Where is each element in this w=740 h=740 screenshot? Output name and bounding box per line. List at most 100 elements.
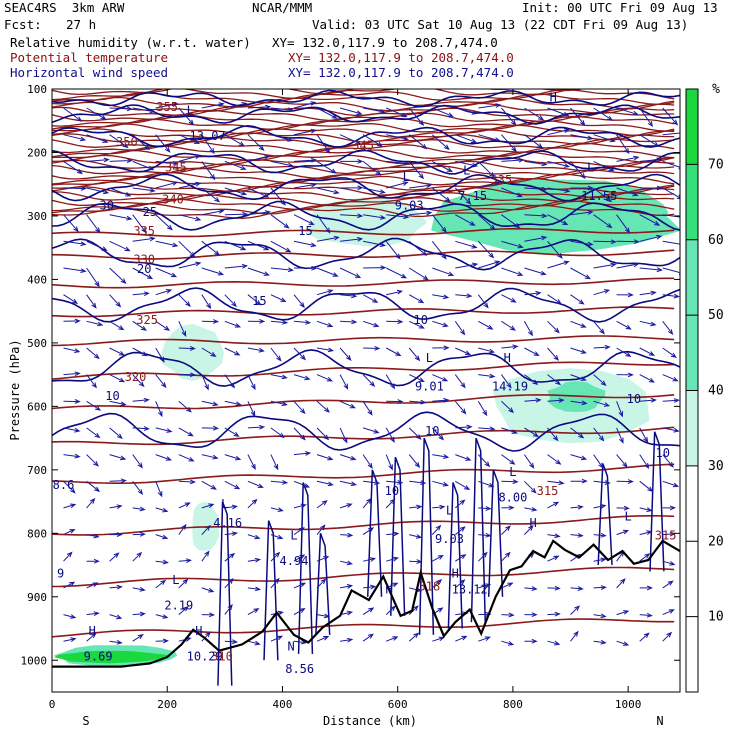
wind-vector-arrow — [524, 506, 538, 512]
wind-vector-arrow — [454, 499, 466, 509]
wind-vector-arrow — [63, 214, 79, 233]
wind-contour-label: 10 — [655, 446, 669, 460]
wind-vector-arrow — [662, 560, 676, 566]
wind-vector-arrow — [639, 374, 655, 383]
wind-vector-arrow — [155, 401, 163, 418]
wind-vector-arrow — [385, 374, 396, 390]
extrema-label: 8.6 — [53, 478, 75, 492]
wind-vector-arrow — [224, 400, 242, 407]
wind-vector-arrow — [501, 427, 518, 434]
wind-vector-arrow — [270, 240, 292, 253]
wind-vector-arrow — [501, 525, 511, 535]
wind-vector-arrow — [201, 240, 221, 256]
wind-vector-arrow — [478, 181, 501, 189]
wind-vector-arrow — [478, 347, 496, 354]
wind-vector-arrow — [455, 424, 473, 430]
wind-vector-arrow — [432, 294, 450, 300]
wind-vector-arrow — [363, 480, 381, 485]
wind-vector-arrow — [109, 320, 125, 331]
wind-vector-arrow — [247, 534, 261, 540]
wind-vector-arrow — [593, 239, 617, 245]
wind-contour-line — [52, 173, 680, 202]
extrema-label: 8.00 — [498, 491, 527, 505]
x-tick-label: 800 — [503, 698, 523, 711]
extrema-label: L — [221, 497, 228, 511]
wind-vector-arrow — [339, 610, 354, 616]
wind-vector-arrow — [247, 210, 271, 216]
wind-vector-arrow — [86, 294, 97, 309]
rh-shaded-region — [192, 501, 219, 551]
wind-vector-arrow — [270, 187, 286, 206]
wind-vector-arrow — [178, 321, 187, 337]
wind-vector-arrow — [616, 529, 630, 536]
wind-vector-arrow — [524, 397, 542, 403]
wind-contour-line — [52, 200, 680, 231]
theta-contour-line — [52, 306, 675, 318]
wind-vector-arrow — [455, 214, 476, 226]
wind-vector-arrow — [616, 320, 632, 330]
wind-vector-arrow — [109, 427, 123, 440]
wind-vector-arrow — [362, 374, 376, 388]
wind-vector-arrow — [109, 400, 127, 407]
wind-contour-label: 10 — [385, 484, 399, 498]
wind-vector-arrow — [524, 134, 544, 149]
wind-vector-arrow — [593, 160, 615, 172]
colorbar-tick-label: 50 — [708, 308, 724, 323]
theta-contour-line — [52, 169, 675, 185]
wind-vector-arrow — [86, 374, 97, 389]
wind-vector-arrow — [224, 211, 249, 217]
wind-vector-arrow — [662, 580, 674, 589]
x-end-label-south: S — [82, 714, 89, 728]
wind-vector-arrow — [385, 347, 402, 357]
wind-vector-arrow — [385, 454, 393, 471]
wind-vector-arrow — [432, 160, 453, 173]
wind-vector-arrow — [293, 639, 308, 645]
extrema-label: L — [290, 529, 297, 543]
wind-vector-arrow — [639, 185, 664, 191]
wind-vector-arrow — [63, 503, 77, 509]
wind-vector-arrow — [639, 454, 650, 469]
wind-vector-arrow — [593, 187, 613, 203]
wind-vector-arrow — [524, 290, 542, 296]
wind-vector-arrow — [362, 294, 379, 303]
wind-vector-arrow — [570, 374, 587, 381]
wind-vector-arrow — [593, 613, 607, 619]
wind-vector-arrow — [501, 400, 515, 414]
field-rh-xy: XY= 132.0,117.9 to 208.7,474.0 — [272, 35, 498, 50]
wind-vector-arrow — [178, 605, 189, 615]
wind-vector-arrow — [293, 374, 311, 381]
wind-vector-arrow — [386, 160, 410, 166]
wind-vector-arrow — [201, 454, 219, 460]
theta-contour-label: 345 — [165, 161, 187, 175]
wind-vector-arrow — [178, 558, 192, 564]
wind-vector-arrow — [478, 134, 501, 142]
wind-contour-line — [470, 437, 487, 623]
wind-vector-arrow — [363, 584, 377, 590]
wind-vector-arrow — [155, 559, 169, 565]
wind-vector-arrow — [109, 187, 132, 197]
wind-vector-arrow — [431, 134, 450, 151]
wind-vector-arrow — [362, 161, 382, 176]
wind-vector-arrow — [547, 294, 562, 305]
y-tick-label: 500 — [27, 337, 47, 350]
wind-vector-arrow — [500, 374, 512, 389]
wind-vector-arrow — [340, 584, 354, 589]
wind-vector-arrow — [132, 107, 156, 114]
theta-contour-line — [52, 120, 675, 135]
theta-contour-line — [52, 124, 675, 139]
colorbar-segment — [686, 164, 698, 240]
wind-vector-arrow — [662, 320, 674, 336]
wind-vector-arrow — [477, 240, 495, 259]
wind-vector-arrow — [109, 478, 127, 484]
wind-vector-arrow — [339, 454, 357, 461]
x-tick-label: 400 — [273, 698, 293, 711]
wind-vector-arrow — [432, 374, 449, 382]
wind-vector-arrow — [639, 632, 650, 642]
wind-vector-arrow — [593, 289, 611, 296]
wind-vector-arrow — [132, 551, 143, 562]
wind-vector-arrow — [224, 374, 236, 389]
wind-vector-arrow — [478, 426, 496, 432]
wind-vector-arrow — [132, 426, 150, 431]
wind-vector-arrow — [132, 236, 156, 242]
theta-contour-label: 340 — [162, 192, 184, 206]
